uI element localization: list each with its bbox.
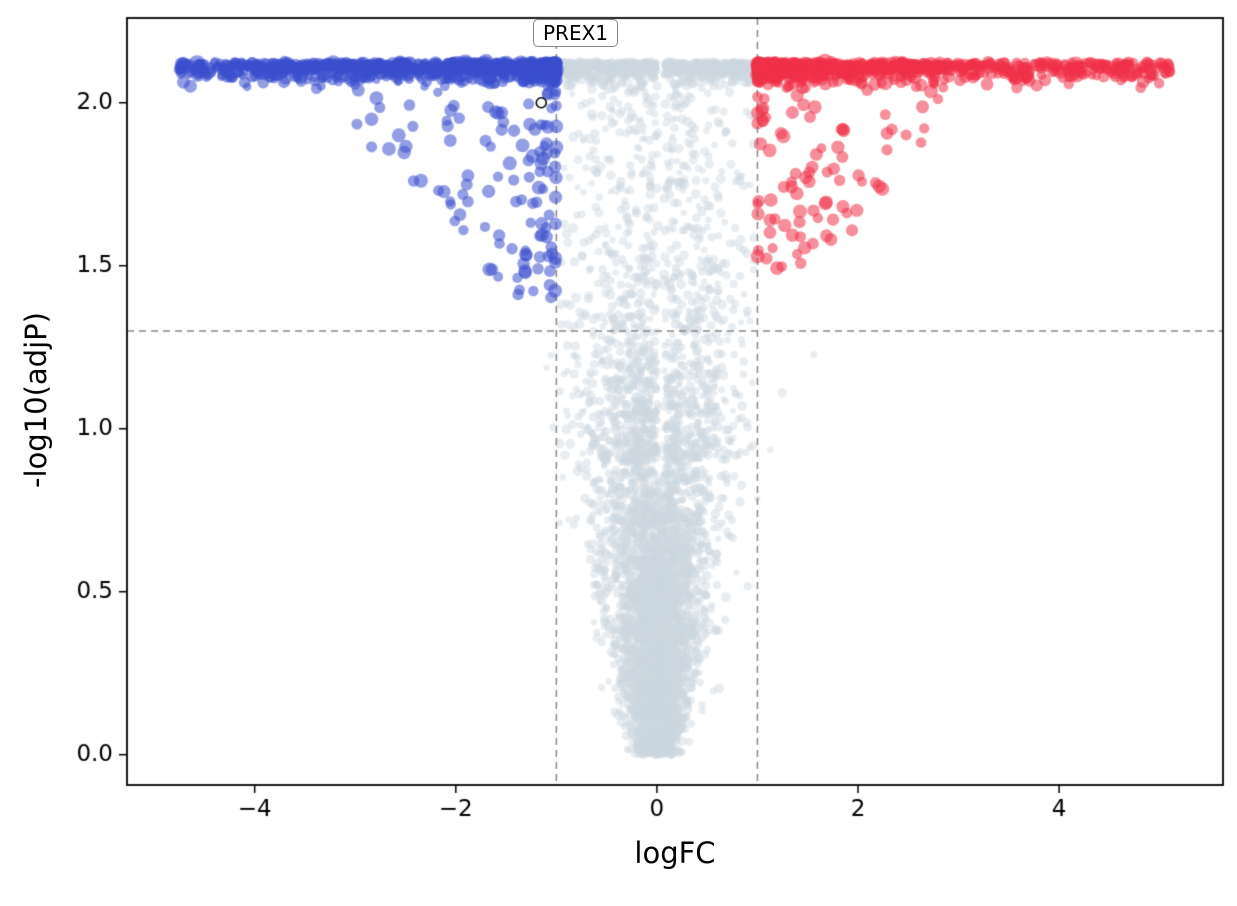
y-axis-label: -log10(adjP) [19,312,53,488]
gene-annotation-label: PREX1 [533,19,619,47]
x-axis-label: logFC [634,836,716,870]
